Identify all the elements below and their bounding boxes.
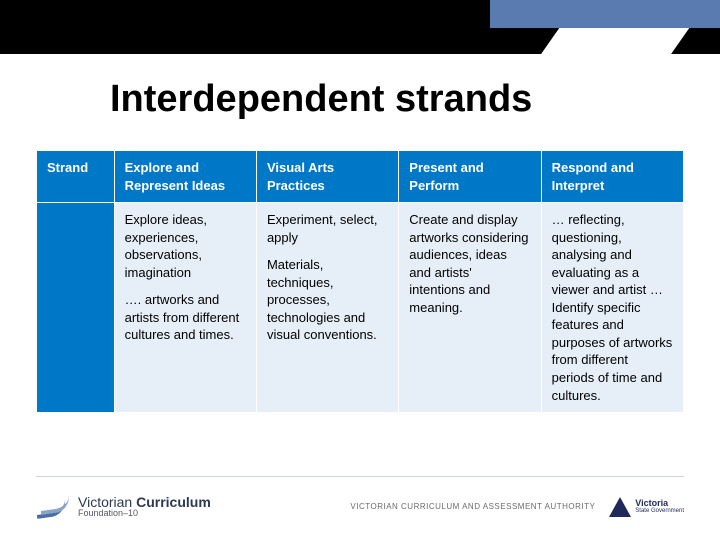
cell-text: Experiment, select, apply <box>267 211 388 246</box>
cell-text: Explore ideas, experiences, observations… <box>125 211 246 281</box>
vic-state: Victoria <box>635 498 668 508</box>
vc-logo-text: Victorian Curriculum Foundation–10 <box>78 495 211 518</box>
cell-text: Materials, techniques, processes, techno… <box>267 256 388 344</box>
cell-explore: Explore ideas, experiences, observations… <box>114 203 256 413</box>
victoria-triangle-icon <box>609 497 631 517</box>
vic-sub: State Government <box>635 508 684 514</box>
cell-text: … reflecting, questioning, analysing and… <box>552 211 673 404</box>
vcaa-text: VICTORIAN CURRICULUM AND ASSESSMENT AUTH… <box>350 502 595 512</box>
vc-swoosh-icon <box>36 495 70 519</box>
table-row: Explore ideas, experiences, observations… <box>37 203 684 413</box>
header-band <box>0 0 720 54</box>
cell-present: Create and display artworks considering … <box>399 203 541 413</box>
strands-table: Strand Explore and Represent Ideas Visua… <box>36 150 684 413</box>
footer: Victorian Curriculum Foundation–10 VICTO… <box>36 476 684 526</box>
vic-logo-text: Victoria State Government <box>635 499 684 514</box>
cell-text: …. artworks and artists from different c… <box>125 291 246 344</box>
col-header-explore: Explore and Represent Ideas <box>114 151 256 203</box>
col-header-present: Present and Perform <box>399 151 541 203</box>
col-header-respond: Respond and Interpret <box>541 151 683 203</box>
table-header-row: Strand Explore and Represent Ideas Visua… <box>37 151 684 203</box>
row-header <box>37 203 115 413</box>
col-header-practices: Visual Arts Practices <box>256 151 398 203</box>
cell-practices: Experiment, select, apply Materials, tec… <box>256 203 398 413</box>
vic-gov-logo: Victoria State Government <box>609 497 684 517</box>
cell-respond: … reflecting, questioning, analysing and… <box>541 203 683 413</box>
footer-left-logo: Victorian Curriculum Foundation–10 <box>36 495 211 519</box>
vc-line2: Foundation–10 <box>78 509 211 518</box>
cell-text: Create and display artworks considering … <box>409 211 530 316</box>
footer-right: VICTORIAN CURRICULUM AND ASSESSMENT AUTH… <box>350 497 684 517</box>
vc-line1b: Curriculum <box>136 494 211 510</box>
page-title: Interdependent strands <box>110 78 532 121</box>
strands-table-wrap: Strand Explore and Represent Ideas Visua… <box>36 150 684 413</box>
band-blue <box>490 0 720 28</box>
col-header-strand: Strand <box>37 151 115 203</box>
